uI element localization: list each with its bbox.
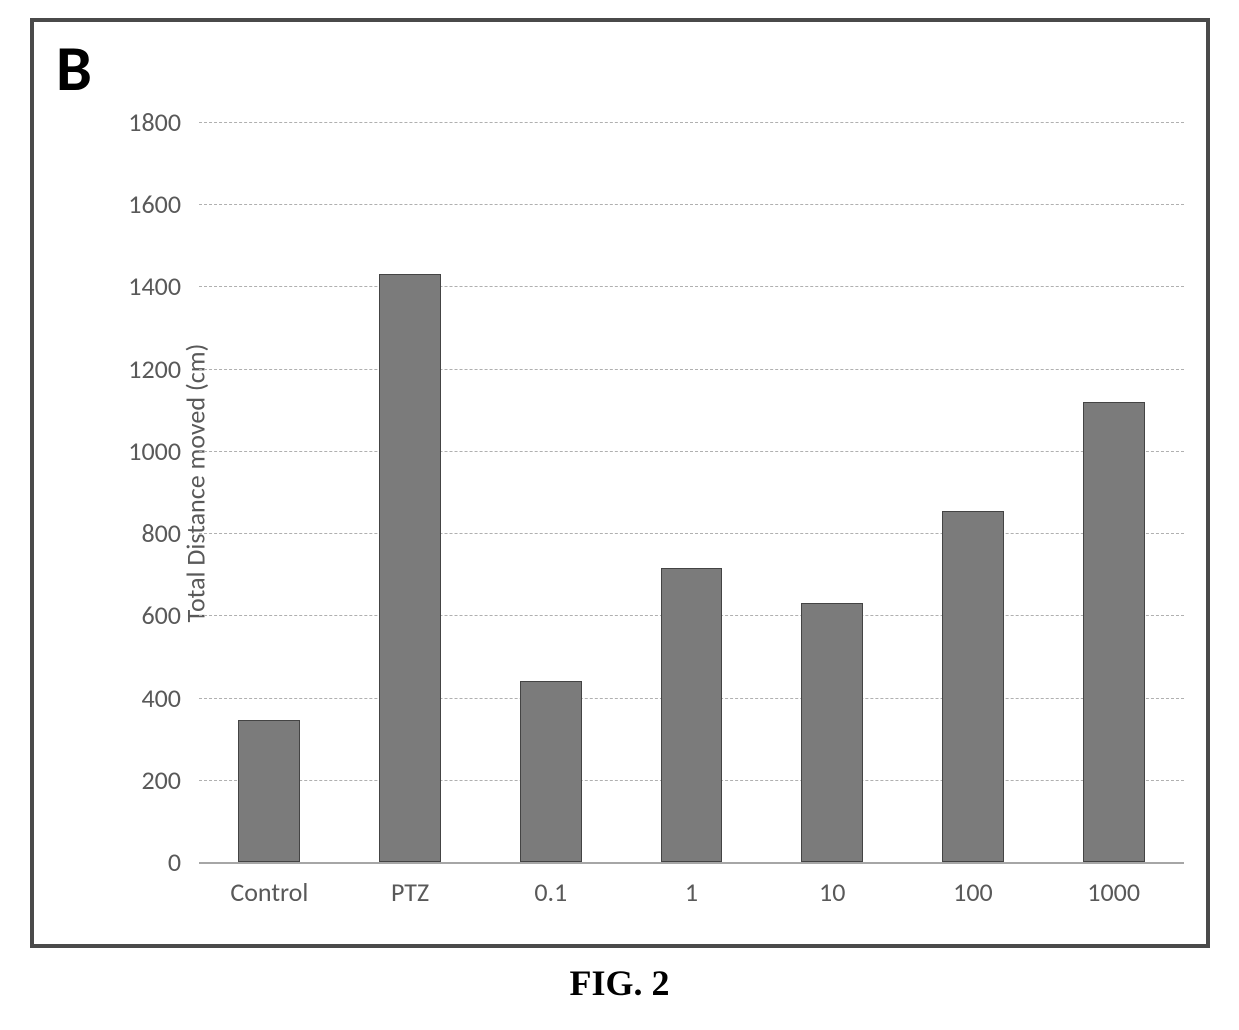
grid-line — [199, 286, 1184, 287]
y-tick-label: 800 — [141, 517, 199, 549]
x-tick-label: 0.1 — [534, 862, 567, 908]
y-tick-label: 1200 — [128, 353, 199, 385]
y-tick-label: 1000 — [128, 435, 199, 467]
bar — [801, 603, 863, 862]
panel-label: B — [56, 30, 92, 108]
bar — [379, 274, 441, 862]
x-tick-label: Control — [230, 862, 308, 908]
x-tick-label: 1 — [685, 862, 698, 908]
bar — [238, 720, 300, 862]
grid-line — [199, 369, 1184, 370]
bar — [661, 568, 723, 862]
bar — [1083, 402, 1145, 862]
plot-area: 020040060080010001200140016001800Control… — [199, 122, 1184, 862]
x-tick-label: PTZ — [391, 862, 429, 908]
y-tick-label: 400 — [141, 682, 199, 714]
y-tick-label: 0 — [168, 846, 199, 878]
grid-line — [199, 122, 1184, 123]
chart-frame: B Total Distance moved (cm) 020040060080… — [30, 18, 1210, 948]
x-tick-label: 10 — [819, 862, 845, 908]
bar — [942, 511, 1004, 863]
y-tick-label: 1800 — [128, 106, 199, 138]
bar — [520, 681, 582, 862]
x-tick-label: 100 — [953, 862, 993, 908]
grid-line — [199, 533, 1184, 534]
grid-line — [199, 204, 1184, 205]
figure-frame: B Total Distance moved (cm) 020040060080… — [30, 18, 1210, 948]
y-tick-label: 1400 — [128, 270, 199, 302]
y-tick-label: 1600 — [128, 188, 199, 220]
grid-line — [199, 451, 1184, 452]
y-tick-label: 600 — [141, 599, 199, 631]
x-tick-label: 1000 — [1087, 862, 1140, 908]
y-tick-label: 200 — [141, 764, 199, 796]
figure-caption: FIG. 2 — [0, 962, 1239, 1004]
